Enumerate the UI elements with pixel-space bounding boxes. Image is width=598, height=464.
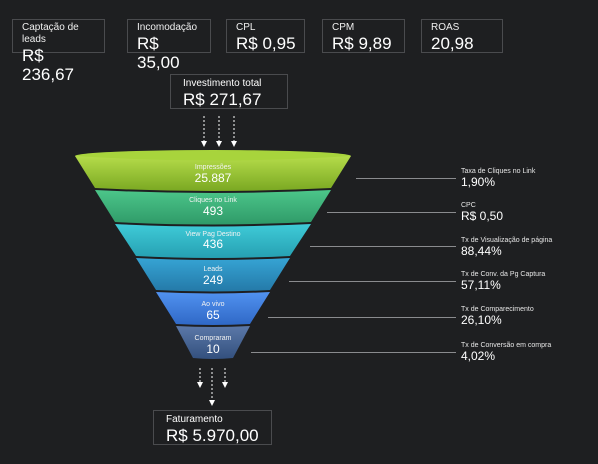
revenue-label: Faturamento bbox=[166, 414, 223, 425]
metric-capture-conversion: Tx de Conv. da Pg Captura 57,11% bbox=[461, 270, 545, 292]
metric-label: Tx de Conversão em compra bbox=[461, 342, 552, 349]
kpi-value: R$ 35,00 bbox=[137, 34, 180, 72]
kpi-value: 20,98 bbox=[431, 34, 474, 53]
metric-label: Tx de Visualização de página bbox=[461, 237, 553, 244]
kpi-label: CPL bbox=[236, 22, 256, 33]
metric-connector bbox=[327, 212, 456, 213]
metric-ctr: Taxa de Cliques no Link 1,90% bbox=[461, 167, 535, 189]
funnel-segment-compraram bbox=[176, 326, 250, 359]
revenue-card: Faturamento R$ 5.970,00 bbox=[153, 410, 272, 445]
metric-connector bbox=[251, 352, 456, 353]
metric-cpc: CPC R$ 0,50 bbox=[461, 201, 503, 223]
stage-value: 493 bbox=[202, 204, 224, 218]
metric-label: Taxa de Cliques no Link bbox=[461, 168, 536, 175]
stage-value: 25.887 bbox=[194, 171, 232, 185]
stage-value: 436 bbox=[202, 237, 224, 251]
arrows-down-icon bbox=[201, 116, 237, 147]
stage-value: 10 bbox=[206, 342, 220, 356]
metric-label: CPC bbox=[461, 202, 476, 209]
metric-value: 1,90% bbox=[461, 175, 496, 189]
stage-label: Ao vivo bbox=[201, 301, 225, 308]
metric-value: R$ 0,50 bbox=[461, 209, 504, 223]
kpi-incomodacao: Incomodação R$ 35,00 bbox=[127, 19, 211, 72]
metric-label: Tx de Conv. da Pg Captura bbox=[461, 271, 546, 278]
stage-label: Compraram bbox=[194, 335, 232, 342]
investment-value: R$ 271,67 bbox=[183, 90, 262, 109]
metric-page-view-rate: Tx de Visualização de página 88,44% bbox=[461, 236, 552, 258]
investment-total-card: Investimento total R$ 271,67 bbox=[170, 74, 288, 109]
funnel-segment-ao-vivo bbox=[156, 292, 270, 325]
metric-connector bbox=[310, 246, 456, 247]
kpi-cpl: CPL R$ 0,95 bbox=[226, 19, 305, 53]
stage-value: 65 bbox=[206, 308, 220, 322]
kpi-label: ROAS bbox=[431, 22, 460, 33]
kpi-cpm: CPM R$ 9,89 bbox=[322, 19, 405, 53]
kpi-value: R$ 0,95 bbox=[236, 34, 296, 53]
funnel-segment-cliques bbox=[95, 190, 331, 225]
funnel-segment-view-pag bbox=[115, 224, 311, 258]
kpi-label: CPM bbox=[332, 22, 355, 33]
kpi-value: R$ 9,89 bbox=[332, 34, 392, 53]
metric-value: 57,11% bbox=[461, 278, 501, 292]
stage-label: Cliques no Link bbox=[189, 197, 237, 204]
kpi-value: R$ 236,67 bbox=[22, 46, 74, 84]
metric-value: 88,44% bbox=[461, 244, 502, 258]
metric-purchase-conversion: Tx de Conversão em compra 4,02% bbox=[461, 341, 551, 363]
funnel-segment-impressoes bbox=[75, 156, 351, 191]
stage-value: 249 bbox=[202, 273, 224, 287]
stage-label: View Pag Destino bbox=[185, 231, 241, 238]
kpi-label: Incomodação bbox=[137, 22, 198, 33]
funnel-segment-leads bbox=[136, 258, 290, 292]
stage-label: Impressões bbox=[194, 164, 232, 171]
metric-connector bbox=[356, 178, 456, 179]
funnel-rim bbox=[75, 150, 351, 162]
metric-value: 4,02% bbox=[461, 349, 496, 363]
metric-attendance-rate: Tx de Comparecimento 26,10% bbox=[461, 305, 534, 327]
investment-label: Investimento total bbox=[183, 78, 262, 89]
revenue-value: R$ 5.970,00 bbox=[166, 426, 259, 445]
metric-connector bbox=[289, 281, 456, 282]
arrows-down-icon bbox=[197, 368, 228, 406]
kpi-label: Captação de leads bbox=[22, 22, 79, 45]
metric-value: 26,10% bbox=[461, 313, 502, 327]
kpi-captacao-leads: Captação de leads R$ 236,67 bbox=[12, 19, 105, 84]
metric-label: Tx de Comparecimento bbox=[461, 306, 534, 313]
stage-label: Leads bbox=[203, 266, 223, 273]
kpi-roas: ROAS 20,98 bbox=[421, 19, 503, 53]
metric-connector bbox=[268, 317, 456, 318]
